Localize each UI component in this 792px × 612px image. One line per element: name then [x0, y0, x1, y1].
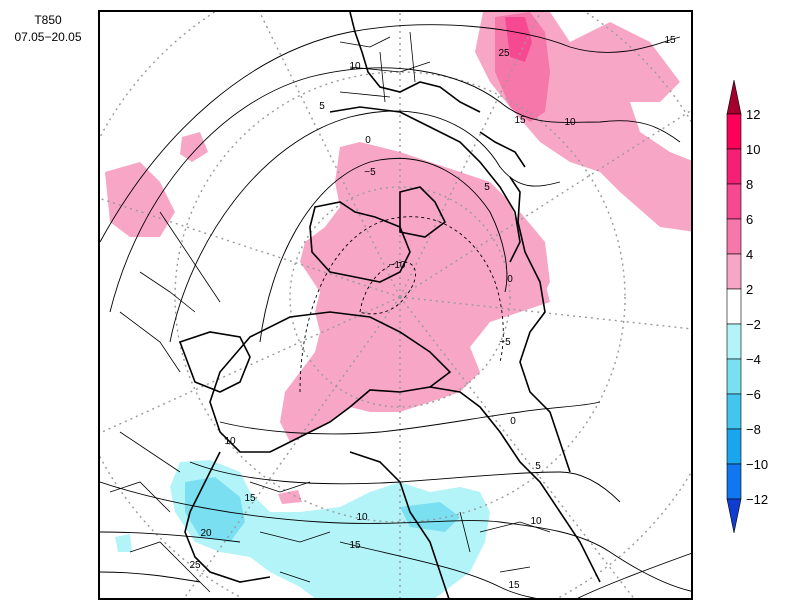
contour-label: 10 — [530, 516, 542, 527]
contour-label: 20 — [200, 528, 212, 539]
contour-label: 15 — [349, 540, 361, 551]
colorbar-tick-label: 12 — [746, 107, 761, 122]
colorbar-tick-label: 6 — [746, 212, 754, 227]
isotherms — [100, 24, 691, 598]
anomaly-region-positive — [500, 212, 550, 302]
colorbar-swatch — [726, 113, 742, 150]
anomaly-region-positive — [180, 132, 208, 162]
contour-label: 25 — [498, 48, 510, 59]
colorbar-swatch — [726, 323, 742, 360]
colorbar-tick-label: −2 — [746, 317, 761, 332]
contour-label: −10 — [389, 260, 406, 271]
colorbar-swatch — [726, 148, 742, 185]
map-panel: 25 15 10 15 10 5 0 −5 −10 5 0 −5 0 5 10 … — [98, 10, 693, 600]
borders — [109, 31, 551, 593]
colorbar-swatch — [726, 428, 742, 465]
colorbar-tick-label: −8 — [746, 422, 761, 437]
chart-title: T850 07.05−20.05 — [0, 12, 96, 46]
colorbar-tick-label: 10 — [746, 142, 761, 157]
contour-label: 15 — [508, 580, 520, 591]
colorbar-top-arrow — [726, 79, 742, 115]
anomaly-region-positive — [505, 17, 532, 62]
colorbar-swatch — [726, 253, 742, 290]
colorbar: 12 10 8 6 4 2 −2 −4 −6 −8 −10 −12 — [724, 75, 784, 535]
contour-label: 5 — [319, 101, 325, 112]
anomaly-region-negative — [300, 512, 335, 547]
contour-labels: 25 15 10 15 10 5 0 −5 −10 5 0 −5 0 5 10 … — [189, 35, 676, 591]
colorbar-tick-label: 4 — [746, 247, 754, 262]
colorbar-tick-label: −4 — [746, 352, 761, 367]
anomaly-region-negative — [400, 502, 460, 532]
colorbar-swatch — [726, 183, 742, 220]
contour-label: −5 — [364, 167, 376, 178]
contour-label: 10 — [349, 61, 361, 72]
colorbar-swatch — [726, 288, 742, 325]
contour-label: 10 — [224, 436, 236, 447]
colorbar-swatch — [726, 358, 742, 395]
anomaly-region-positive — [278, 490, 302, 504]
colorbar-bottom-arrow — [726, 498, 742, 534]
colorbar-tick-label: −6 — [746, 387, 761, 402]
contour-label: 0 — [365, 135, 371, 146]
anomaly-region-negative — [115, 534, 132, 552]
contour-label: −5 — [499, 337, 511, 348]
contour-label: 10 — [564, 117, 576, 128]
anomaly-region-positive — [105, 162, 175, 237]
colorbar-svg — [726, 79, 742, 534]
contour-label: 5 — [535, 461, 541, 472]
contour-label: 0 — [507, 274, 513, 285]
contour-label: 15 — [244, 493, 256, 504]
anomaly-shading — [105, 12, 691, 598]
colorbar-swatch — [726, 393, 742, 430]
colorbar-tick-label: 8 — [746, 177, 754, 192]
graticule — [100, 12, 691, 598]
contour-label: 15 — [514, 115, 526, 126]
map-svg: 25 15 10 15 10 5 0 −5 −10 5 0 −5 0 5 10 … — [100, 12, 691, 598]
title-variable: T850 — [34, 13, 62, 27]
colorbar-swatch — [726, 463, 742, 500]
colorbar-tick-label: −10 — [746, 457, 769, 472]
contour-label: 0 — [510, 416, 516, 427]
contour-label: 15 — [664, 35, 676, 46]
colorbar-tick-label: −12 — [746, 492, 769, 507]
colorbar-tick-label: 2 — [746, 282, 754, 297]
contour-label: 25 — [189, 560, 201, 571]
contour-label: 5 — [484, 182, 490, 193]
coastlines — [178, 12, 601, 598]
contour-label: 10 — [356, 512, 368, 523]
title-period: 07.05−20.05 — [14, 30, 82, 44]
anomaly-region-positive — [280, 142, 550, 442]
colorbar-swatch — [726, 218, 742, 255]
